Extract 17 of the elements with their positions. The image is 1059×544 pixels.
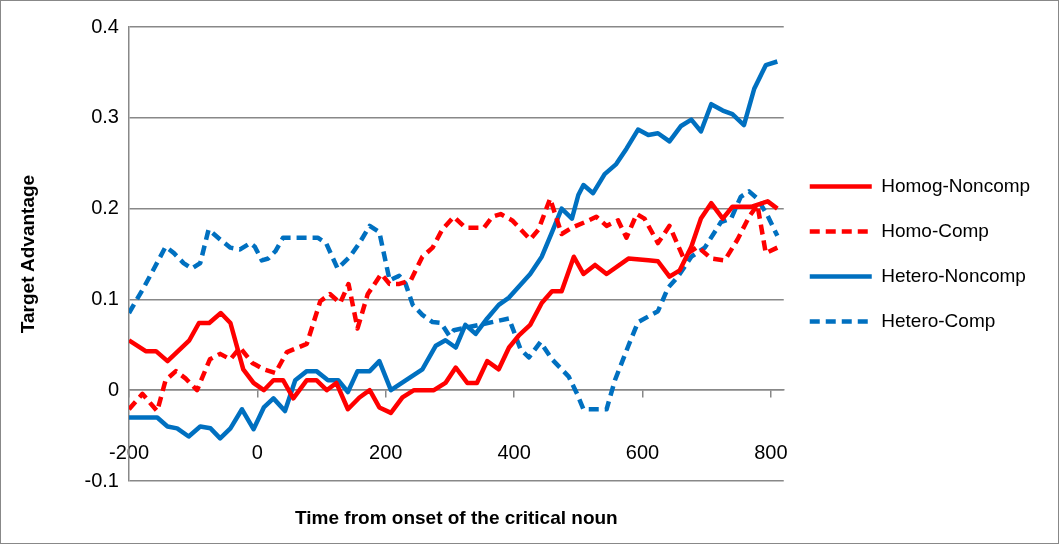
y-tick-label: 0.4 <box>91 14 119 37</box>
x-tick-label: 400 <box>497 440 531 463</box>
y-axis-title: Target Advantage <box>17 174 39 334</box>
x-tick-label: 200 <box>369 440 403 463</box>
y-tick-label: 0.3 <box>91 105 119 128</box>
x-tick-label: 0 <box>251 440 263 463</box>
x-tick-label: 600 <box>625 440 660 463</box>
y-tick-label: 0.2 <box>91 196 119 219</box>
legend-label: Homo-Comp <box>881 219 989 241</box>
x-tick-label: 800 <box>754 440 788 463</box>
legend-label: Hetero-Noncomp <box>881 264 1026 286</box>
x-axis-title: Time from onset of the critical noun <box>295 507 618 529</box>
y-tick-label: 0 <box>107 377 119 400</box>
y-tick-label: -0.1 <box>84 468 119 491</box>
y-tick-label: 0.1 <box>91 286 119 309</box>
legend-label: Hetero-Comp <box>881 309 996 331</box>
legend-label: Homog-Noncomp <box>881 174 1031 196</box>
